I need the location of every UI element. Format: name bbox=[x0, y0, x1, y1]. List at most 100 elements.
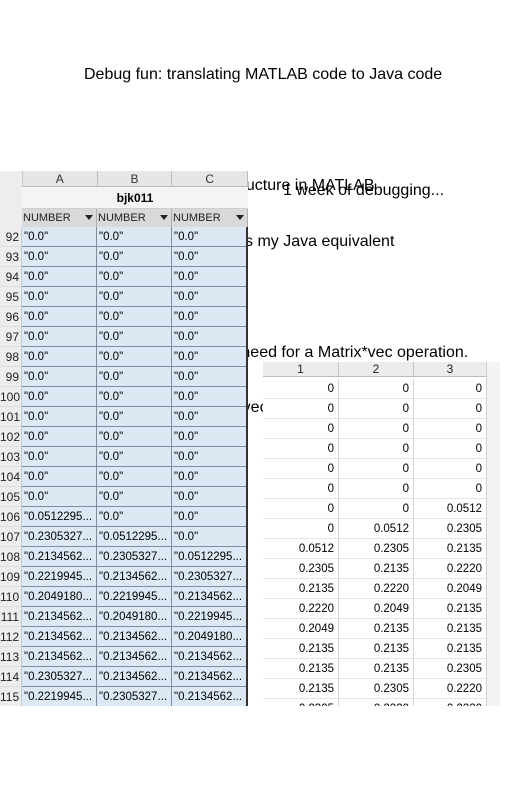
column-header-a[interactable]: A bbox=[22, 171, 98, 187]
table-cell[interactable]: "0.2134562... bbox=[22, 547, 97, 567]
table-cell[interactable]: "0.0" bbox=[22, 287, 97, 307]
table-cell[interactable]: "0.2134562... bbox=[97, 647, 172, 667]
table-cell[interactable]: "0.0" bbox=[22, 327, 97, 347]
row-number[interactable]: 95 bbox=[0, 287, 22, 307]
sheet-corner[interactable] bbox=[0, 171, 23, 187]
table-cell[interactable]: 0 bbox=[414, 479, 487, 499]
matlab-column-header[interactable]: 2 bbox=[339, 362, 414, 376]
row-number[interactable]: 102 bbox=[0, 427, 22, 447]
table-cell[interactable]: "0.0" bbox=[97, 367, 172, 387]
row-number[interactable]: 115 bbox=[0, 687, 22, 706]
table-cell[interactable]: "0.0" bbox=[97, 327, 172, 347]
table-cell[interactable]: 0 bbox=[414, 459, 487, 479]
table-cell[interactable]: "0.2305327... bbox=[22, 667, 97, 687]
table-cell[interactable]: "0.2219945... bbox=[97, 587, 172, 607]
table-cell[interactable]: "0.2134562... bbox=[22, 627, 97, 647]
table-cell[interactable]: "0.0" bbox=[97, 307, 172, 327]
matlab-column-header[interactable]: 3 bbox=[414, 362, 487, 376]
row-number[interactable]: 111 bbox=[0, 607, 22, 627]
table-cell[interactable]: "0.0" bbox=[172, 507, 248, 527]
row-number[interactable]: 106 bbox=[0, 507, 22, 527]
table-cell[interactable]: "0.0" bbox=[172, 347, 248, 367]
table-cell[interactable]: "0.2219945... bbox=[172, 607, 248, 627]
table-cell[interactable]: "0.0" bbox=[22, 487, 97, 507]
table-cell[interactable]: "0.0" bbox=[172, 327, 248, 347]
table-cell[interactable]: "0.0" bbox=[22, 247, 97, 267]
column-header-b[interactable]: B bbox=[97, 171, 173, 187]
table-cell[interactable]: 0.2135 bbox=[339, 659, 414, 679]
table-cell[interactable]: "0.0" bbox=[97, 387, 172, 407]
table-cell[interactable]: 0 bbox=[339, 499, 414, 519]
table-cell[interactable]: 0.2049 bbox=[263, 619, 339, 639]
table-cell[interactable]: 0.2305 bbox=[414, 519, 487, 539]
table-cell[interactable]: "0.0" bbox=[172, 307, 248, 327]
table-cell[interactable]: 0.2135 bbox=[414, 619, 487, 639]
row-number[interactable]: 104 bbox=[0, 467, 22, 487]
row-number[interactable]: 113 bbox=[0, 647, 22, 667]
table-cell[interactable]: 0.2135 bbox=[339, 639, 414, 659]
row-number[interactable]: 110 bbox=[0, 587, 22, 607]
table-cell[interactable]: "0.0" bbox=[97, 287, 172, 307]
table-cell[interactable]: "0.0" bbox=[22, 387, 97, 407]
table-cell[interactable]: "0.0" bbox=[172, 287, 248, 307]
table-cell[interactable]: 0 bbox=[263, 419, 339, 439]
table-cell[interactable]: "0.0" bbox=[172, 527, 248, 547]
table-cell[interactable]: 0 bbox=[263, 479, 339, 499]
table-cell[interactable]: "0.0" bbox=[172, 267, 248, 287]
table-cell[interactable]: "0.0" bbox=[172, 487, 248, 507]
row-number[interactable]: 100 bbox=[0, 387, 22, 407]
table-cell[interactable]: "0.0" bbox=[22, 307, 97, 327]
table-cell[interactable]: "0.0" bbox=[97, 507, 172, 527]
row-number[interactable]: 98 bbox=[0, 347, 22, 367]
table-cell[interactable]: "0.2134562... bbox=[172, 647, 248, 667]
table-cell[interactable]: 0.2049 bbox=[414, 579, 487, 599]
table-cell[interactable]: 0.2135 bbox=[263, 679, 339, 699]
table-cell[interactable]: "0.0" bbox=[172, 467, 248, 487]
table-cell[interactable]: 0.2135 bbox=[414, 639, 487, 659]
table-cell[interactable]: 0 bbox=[263, 459, 339, 479]
table-cell[interactable]: 0 bbox=[263, 399, 339, 419]
table-cell[interactable]: 0 bbox=[414, 399, 487, 419]
dropdown-arrow-icon[interactable] bbox=[160, 215, 168, 220]
table-cell[interactable]: "0.0" bbox=[97, 247, 172, 267]
table-cell[interactable]: "0.2049180... bbox=[97, 607, 172, 627]
table-cell[interactable]: "0.0" bbox=[172, 367, 248, 387]
dropdown-arrow-icon[interactable] bbox=[236, 215, 244, 220]
row-number[interactable]: 93 bbox=[0, 247, 22, 267]
table-cell[interactable]: "0.0" bbox=[172, 427, 248, 447]
row-number[interactable]: 105 bbox=[0, 487, 22, 507]
dropdown-arrow-icon[interactable] bbox=[85, 215, 93, 220]
row-number[interactable]: 108 bbox=[0, 547, 22, 567]
table-cell[interactable]: "0.0" bbox=[22, 367, 97, 387]
table-cell[interactable]: 0.2135 bbox=[414, 599, 487, 619]
table-cell[interactable]: "0.2219945... bbox=[22, 567, 97, 587]
table-cell[interactable]: "0.0512295... bbox=[97, 527, 172, 547]
table-cell[interactable]: 0 bbox=[263, 519, 339, 539]
table-cell[interactable]: "0.0" bbox=[172, 387, 248, 407]
matlab-column-header[interactable]: 1 bbox=[263, 362, 339, 376]
row-number[interactable]: 96 bbox=[0, 307, 22, 327]
table-cell[interactable]: 0.2135 bbox=[263, 579, 339, 599]
table-cell[interactable]: 0 bbox=[339, 379, 414, 399]
table-cell[interactable]: "0.2305327... bbox=[97, 547, 172, 567]
row-number[interactable]: 114 bbox=[0, 667, 22, 687]
table-cell[interactable]: 0.2220 bbox=[339, 579, 414, 599]
table-cell[interactable]: "0.0" bbox=[172, 247, 248, 267]
table-cell[interactable]: 0.2135 bbox=[263, 639, 339, 659]
table-cell[interactable]: "0.2134562... bbox=[172, 667, 248, 687]
table-cell[interactable]: 0 bbox=[263, 499, 339, 519]
table-cell[interactable]: 0.0512 bbox=[263, 539, 339, 559]
table-cell[interactable]: 0.2305 bbox=[263, 699, 339, 706]
row-number[interactable]: 109 bbox=[0, 567, 22, 587]
table-cell[interactable]: "0.0" bbox=[22, 347, 97, 367]
table-cell[interactable]: 0 bbox=[339, 419, 414, 439]
type-header[interactable]: NUMBER bbox=[97, 209, 172, 227]
table-cell[interactable]: 0 bbox=[339, 459, 414, 479]
row-number[interactable]: 101 bbox=[0, 407, 22, 427]
table-cell[interactable]: 0.2049 bbox=[339, 599, 414, 619]
table-cell[interactable]: "0.2219945... bbox=[22, 687, 97, 706]
row-number[interactable]: 92 bbox=[0, 227, 22, 247]
table-cell[interactable]: "0.2049180... bbox=[172, 627, 248, 647]
table-cell[interactable]: 0.2135 bbox=[339, 559, 414, 579]
table-cell[interactable]: "0.0" bbox=[22, 467, 97, 487]
